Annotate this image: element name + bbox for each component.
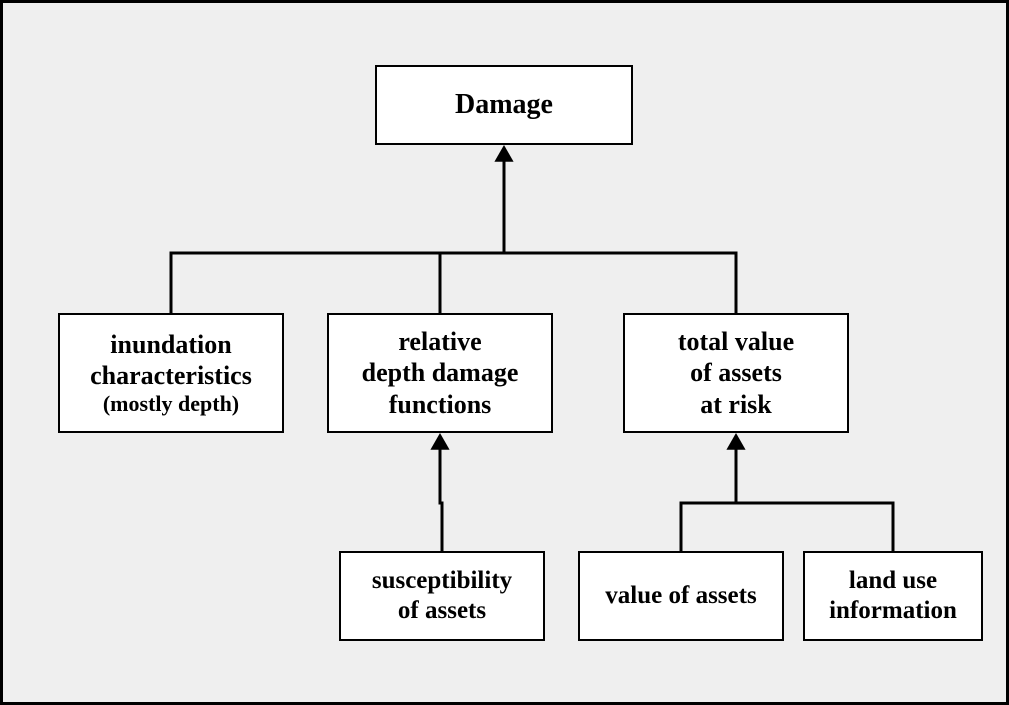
node-valueassets-line-0: value of assets [605, 581, 756, 611]
node-susceptibility: susceptibilityof assets [339, 551, 545, 641]
node-totalvalue: total valueof assetsat risk [623, 313, 849, 433]
node-totalvalue-line-1: of assets [690, 357, 782, 388]
node-relative-line-1: depth damage [362, 357, 519, 388]
node-damage: Damage [375, 65, 633, 145]
node-valueassets: value of assets [578, 551, 784, 641]
node-inundation-line-1: characteristics [90, 360, 252, 391]
node-relative-line-0: relative [398, 326, 481, 357]
node-landuse-line-1: information [829, 596, 957, 626]
node-susceptibility-line-1: of assets [398, 596, 486, 626]
node-susceptibility-line-0: susceptibility [372, 566, 512, 596]
node-relative: relativedepth damagefunctions [327, 313, 553, 433]
node-damage-line-0: Damage [455, 88, 553, 122]
node-totalvalue-line-2: at risk [700, 389, 772, 420]
node-inundation: inundationcharacteristics(mostly depth) [58, 313, 284, 433]
node-relative-line-2: functions [389, 389, 492, 420]
node-landuse-line-0: land use [849, 566, 937, 596]
diagram-frame: Damage inundationcharacteristics(mostly d… [0, 0, 1009, 705]
node-inundation-line-0: inundation [110, 329, 231, 360]
node-totalvalue-line-0: total value [678, 326, 794, 357]
node-inundation-line-2: (mostly depth) [103, 391, 239, 417]
node-landuse: land useinformation [803, 551, 983, 641]
